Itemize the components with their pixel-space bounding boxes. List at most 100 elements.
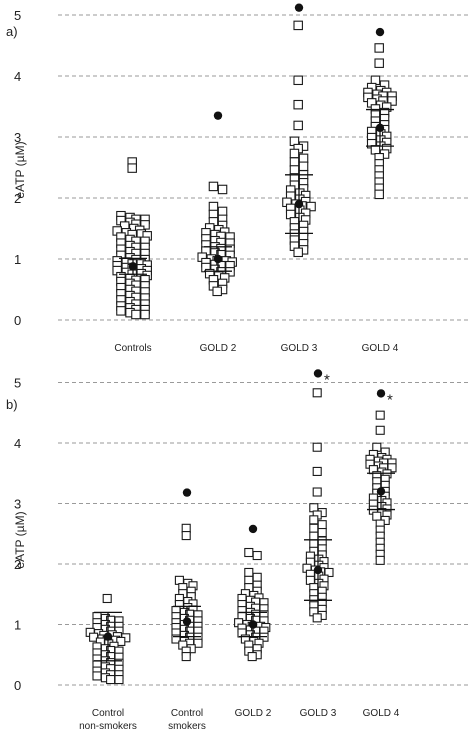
panel-a-data-point: [374, 58, 384, 68]
panel-b-significance-star: *: [324, 371, 330, 388]
panel-a-data-point: [293, 99, 303, 110]
panel-a-data-point: [208, 201, 219, 212]
panel-b-category-group: [171, 488, 203, 662]
panel-b-y-tick-label: 5: [14, 376, 21, 391]
panel-b-x-category-label: non-smokers: [79, 721, 137, 732]
panel-a-data-point: [293, 120, 303, 131]
panel-a-data-point: [289, 165, 300, 175]
panel-a-x-category-label: GOLD 2: [200, 343, 237, 354]
panel-b-data-point: [193, 638, 203, 648]
panel-b-outlier-point: [182, 488, 192, 497]
panel-a-y-tick-label: 2: [14, 191, 21, 206]
panel-b-category-group: *: [365, 389, 397, 565]
panel-b-data-point: [247, 652, 257, 662]
panel-a-outlier-point: [213, 111, 223, 120]
panel-b-x-category-label: GOLD 3: [300, 708, 337, 719]
panel-b-data-point: [387, 463, 397, 473]
panel-a-outlier-point: [294, 3, 304, 12]
panel-b-data-point: [317, 536, 327, 546]
panel-b-data-point: [312, 613, 322, 623]
panel-a-category-group: [112, 157, 152, 320]
panel-b-y-tick-label: 1: [14, 618, 21, 633]
panel-a-category-group: [282, 3, 316, 258]
panel-b-data-point: [324, 567, 334, 578]
panel-a-category-group: [363, 27, 397, 200]
panel-b-data-point: [375, 555, 385, 565]
panel-b-x-category-label: Control: [171, 708, 203, 719]
panel-a-y-tick-label: 5: [14, 8, 21, 23]
panel-a-outlier-point: [375, 27, 385, 37]
panel-a-data-point: [289, 148, 300, 159]
panel-a-data-point: [131, 309, 141, 320]
panel-a-data-point: [208, 181, 219, 192]
panel-b-category-group: [234, 524, 271, 662]
panel-a-x-category-label: GOLD 4: [362, 343, 399, 354]
panel-b-data-point: [317, 520, 327, 530]
panel-a-data-point: [370, 145, 381, 155]
panel-b-mean-marker: [182, 617, 192, 626]
panel-b-data-point: [106, 674, 116, 685]
panel-a-data-point: [127, 163, 137, 173]
panel-b-data-point: [116, 636, 126, 646]
panel-b-data-point: [181, 531, 191, 541]
panel-b-data-point: [102, 593, 112, 604]
panel-b-x-category-label: GOLD 4: [363, 708, 400, 719]
panel-a-x-category-label: GOLD 3: [281, 343, 318, 354]
panel-b-chart: b) eATP (µM) 0 1 2 3 4 5 Control non-smokers Con…: [6, 369, 470, 732]
panel-b-data-point: [114, 675, 124, 685]
panel-a-mean-marker: [213, 254, 223, 264]
panel-b-data-point: [312, 487, 322, 497]
panel-a-data-point: [116, 306, 126, 316]
panel-a-mean-marker: [375, 123, 385, 133]
panel-a-x-category-label: Controls: [114, 343, 151, 354]
panel-b-data-point: [309, 523, 319, 533]
panel-b-data-point: [375, 425, 385, 435]
panel-a-data-point: [293, 247, 303, 258]
panel-b-data-point: [312, 388, 322, 398]
panel-b-y-tick-label: 2: [14, 557, 21, 572]
panel-b-data-point: [309, 515, 319, 525]
panel-b-outlier-point: [248, 524, 258, 534]
panel-a-data-point: [217, 206, 228, 217]
panel-a-data-point: [217, 184, 228, 195]
panel-b-data-point: [312, 442, 322, 452]
panel-b-data-point: [252, 572, 262, 582]
panel-b-x-category-label: Control: [92, 708, 124, 719]
panel-b-y-tick-label: 4: [14, 436, 21, 451]
panel-a-y-axis-label: eATP (µM): [13, 141, 27, 198]
panel-b-data-point: [375, 410, 385, 420]
panel-a-data-point: [387, 96, 397, 106]
panel-a-mean-marker: [128, 262, 138, 271]
panel-b-y-tick-label: 0: [14, 678, 21, 693]
panel-a-mean-marker: [294, 199, 304, 209]
panel-b-data-point: [244, 547, 254, 558]
panel-b-data-point: [317, 527, 327, 538]
panel-b-y-axis-label: eATP (µM): [13, 511, 27, 568]
panel-b-outlier-point: [376, 389, 386, 398]
panel-b-data-point: [252, 550, 262, 561]
panel-b-data-point: [309, 531, 319, 541]
panel-b-category-group: [85, 593, 131, 685]
panel-a-data-point: [298, 161, 309, 172]
panel-b-mean-marker: [313, 565, 323, 575]
panel-b-category-group: *: [302, 369, 334, 623]
panel-b-mean-marker: [248, 620, 258, 629]
panel-b-data-point: [312, 466, 322, 476]
panel-a-y-tick-label: 1: [14, 252, 21, 267]
panel-a-data-point: [374, 43, 384, 53]
panel-a-chart: a) eATP (µM) 0 1 2 3 4 5 Controls GOLD 2 GOLD 3 G…: [6, 3, 470, 354]
panel-b-data-point: [181, 652, 191, 662]
panel-a-data-point: [140, 220, 150, 230]
panel-a-data-point: [140, 309, 150, 320]
panel-b-significance-star: *: [387, 391, 393, 408]
panel-a-category-group: [197, 111, 237, 297]
panel-b-mean-marker: [103, 632, 113, 641]
panel-a-y-tick-label: 3: [14, 130, 21, 145]
panel-b-label: b): [6, 397, 18, 412]
panel-b-y-tick-label: 3: [14, 497, 21, 512]
panel-a-data-point: [293, 20, 303, 31]
panel-b-outlier-point: [313, 369, 323, 378]
panel-b-data-point: [372, 511, 382, 521]
panel-a-data-point: [293, 75, 303, 86]
